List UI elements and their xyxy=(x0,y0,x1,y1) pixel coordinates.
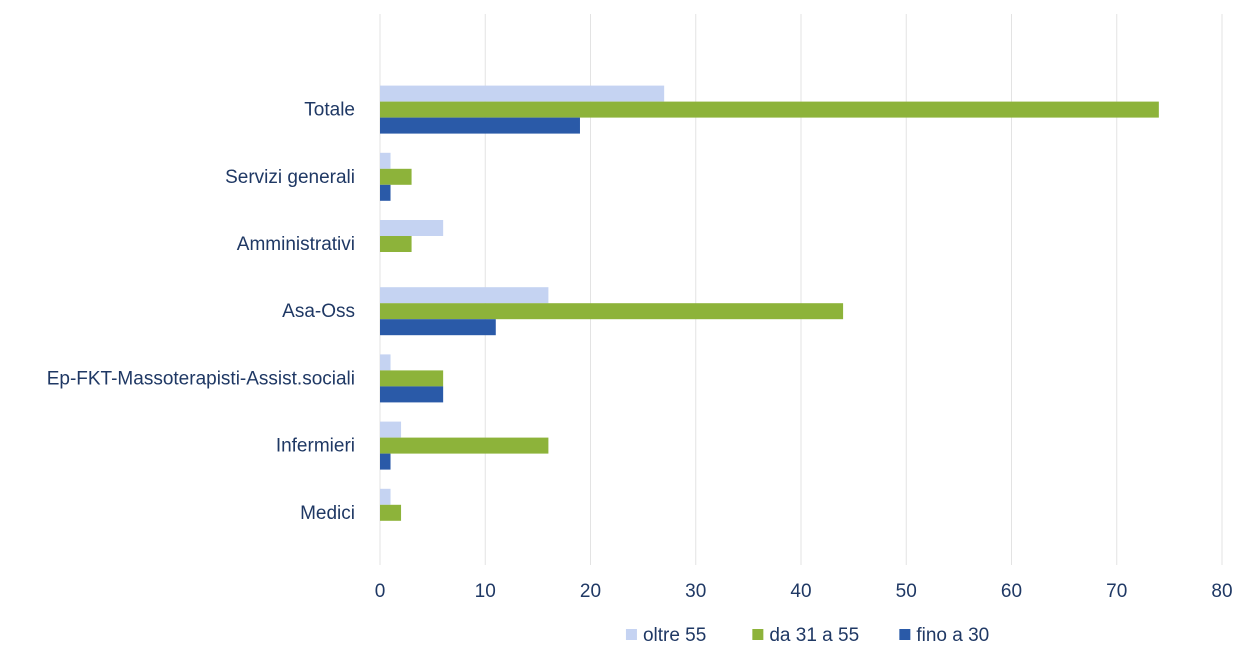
x-tick-label-50: 50 xyxy=(896,581,917,602)
bar-medici-oltre-55 xyxy=(380,488,391,505)
bar-totale-da-31-a-55 xyxy=(380,101,1159,118)
x-tick-label-60: 60 xyxy=(1001,581,1022,602)
bar-ep-fkt-massoterapisti-assist-sociali-oltre-55 xyxy=(380,354,391,371)
category-label-servizi-generali: Servizi generali xyxy=(225,167,355,188)
bar-servizi-generali-oltre-55 xyxy=(380,152,391,169)
legend-label-oltre-55: oltre 55 xyxy=(643,625,706,646)
bar-asa-oss-oltre-55 xyxy=(380,287,549,304)
legend: oltre 55 da 31 a 55 fino a 30 xyxy=(625,625,989,646)
bar-infermieri-fino-a-30 xyxy=(380,453,391,470)
bar-servizi-generali-fino-a-30 xyxy=(380,184,391,201)
bars xyxy=(380,85,1159,521)
bar-ep-fkt-massoterapisti-assist-sociali-da-31-a-55 xyxy=(380,370,444,387)
bar-totale-oltre-55 xyxy=(380,85,665,102)
x-tick-label-70: 70 xyxy=(1106,581,1127,602)
x-axis-tick-labels: 0 10 20 30 40 50 60 70 80 xyxy=(375,581,1233,602)
category-labels: Totale Servizi generali Amministrativi Asa-… xyxy=(47,100,355,524)
bar-infermieri-oltre-55 xyxy=(380,421,402,438)
bar-ep-fkt-massoterapisti-assist-sociali-fino-a-30 xyxy=(380,386,444,403)
x-tick-label-40: 40 xyxy=(790,581,811,602)
bar-infermieri-da-31-a-55 xyxy=(380,437,549,454)
bar-servizi-generali-da-31-a-55 xyxy=(380,168,412,185)
legend-label-fino-a-30: fino a 30 xyxy=(916,625,989,646)
bar-amministrativi-da-31-a-55 xyxy=(380,236,412,252)
legend-swatch-oltre-55 xyxy=(625,629,637,640)
category-label-amministrativi: Amministrativi xyxy=(237,234,355,255)
category-label-ep-fkt-massoterapisti-assist-sociali: Ep-FKT-Massoterapisti-Assist.sociali xyxy=(47,368,355,389)
x-tick-label-0: 0 xyxy=(375,581,386,602)
x-tick-label-10: 10 xyxy=(475,581,496,602)
category-label-infermieri: Infermieri xyxy=(276,436,355,457)
x-tick-label-20: 20 xyxy=(580,581,601,602)
legend-swatch-fino-a-30 xyxy=(899,629,911,640)
x-tick-label-80: 80 xyxy=(1211,581,1232,602)
category-label-totale: Totale xyxy=(304,100,355,121)
category-label-asa-oss: Asa-Oss xyxy=(282,301,355,322)
bar-asa-oss-da-31-a-55 xyxy=(380,303,844,320)
legend-swatch-da-31-a-55 xyxy=(752,629,764,640)
bar-totale-fino-a-30 xyxy=(380,117,580,134)
category-label-medici: Medici xyxy=(300,503,355,524)
legend-label-da-31-a-55: da 31 a 55 xyxy=(769,625,859,646)
bar-medici-da-31-a-55 xyxy=(380,504,402,521)
bar-asa-oss-fino-a-30 xyxy=(380,319,496,336)
bar-amministrativi-oltre-55 xyxy=(380,220,444,236)
x-tick-label-30: 30 xyxy=(685,581,706,602)
